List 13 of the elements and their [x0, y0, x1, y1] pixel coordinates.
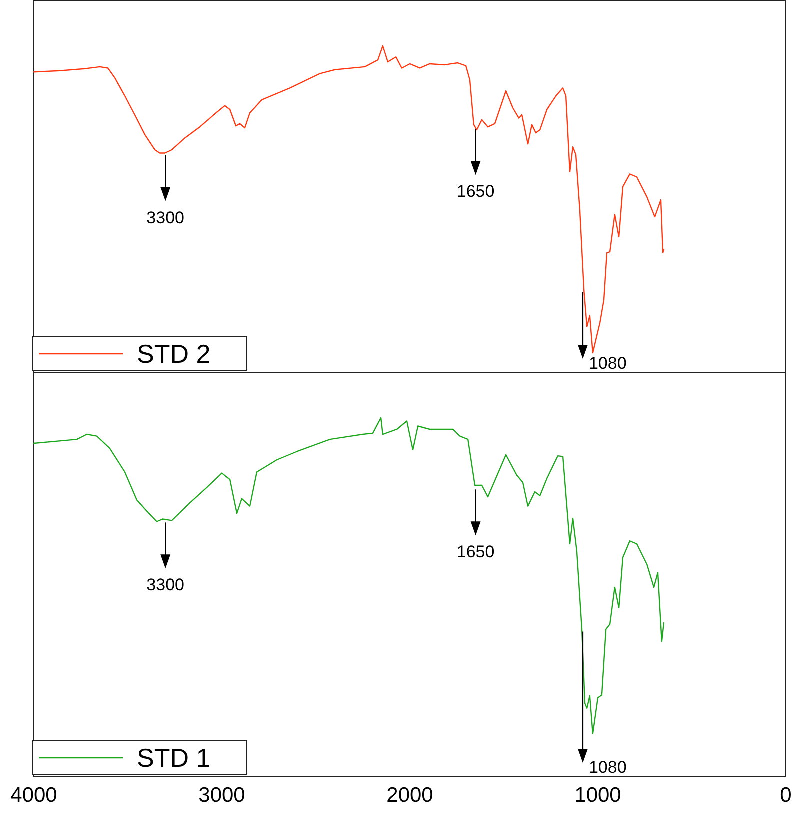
annotation: 1650 [456, 542, 495, 562]
x-tick-label: 3000 [198, 784, 246, 807]
annotation: 1650 [456, 182, 495, 202]
annotation: 3300 [146, 208, 185, 228]
x-tick-label: 1000 [574, 784, 622, 807]
annotation: 1080 [588, 758, 627, 777]
x-tick-label: 0 [780, 784, 792, 807]
x-tick-label: 4000 [10, 784, 58, 807]
annotation: 1080 [588, 354, 627, 373]
x-tick-label: 2000 [386, 784, 434, 807]
legend-label: STD 1 [137, 743, 211, 773]
legend-label: STD 2 [137, 339, 211, 369]
annotation: 3300 [146, 576, 185, 595]
